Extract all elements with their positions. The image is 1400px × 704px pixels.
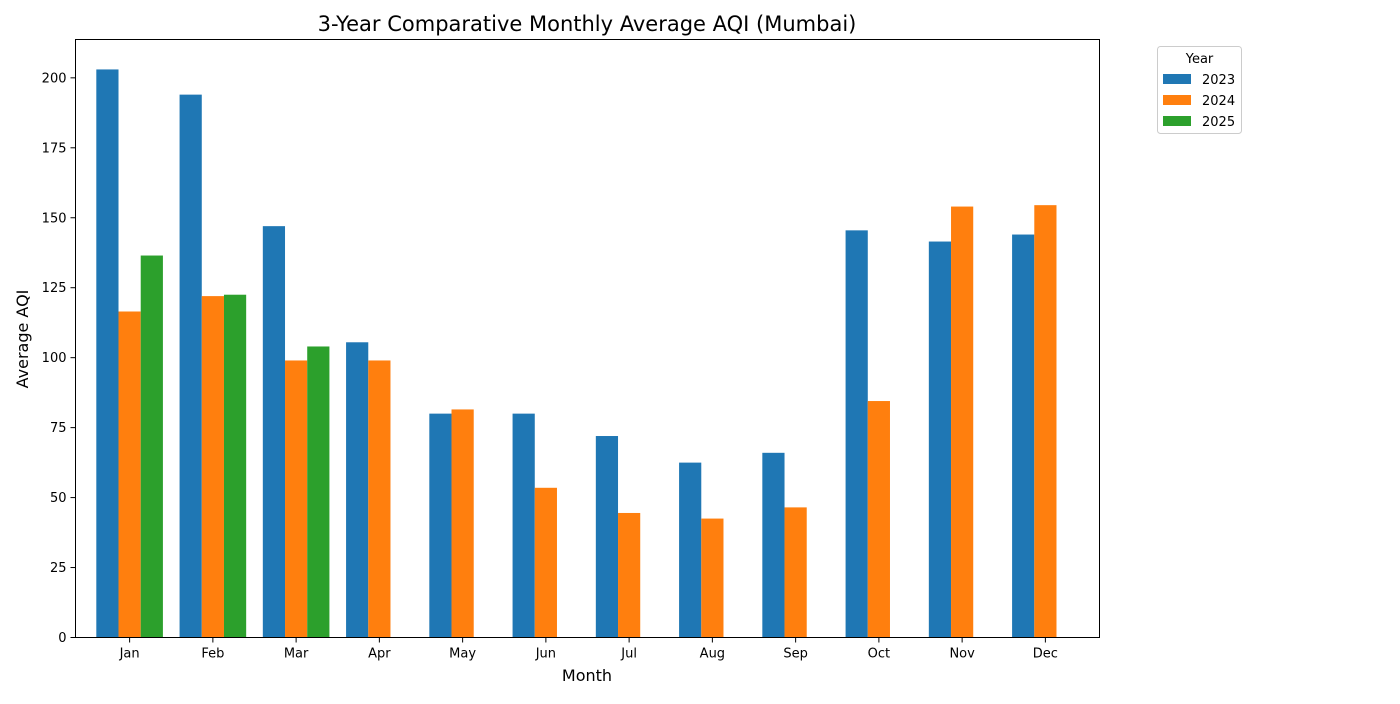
legend-swatch-2024 bbox=[1163, 95, 1191, 105]
bar-2024-mar bbox=[285, 360, 308, 638]
bar-2023-apr bbox=[346, 342, 369, 638]
x-axis-label: Month bbox=[562, 666, 612, 685]
bar-2023-jun bbox=[512, 413, 535, 638]
legend: Year 2023 2024 2025 bbox=[1157, 46, 1242, 134]
bars-group bbox=[96, 69, 1057, 638]
y-tick-label: 100 bbox=[42, 351, 67, 366]
y-tick-label: 200 bbox=[42, 71, 67, 86]
x-tick-label: Jun bbox=[535, 647, 556, 662]
legend-swatch-2023 bbox=[1163, 74, 1191, 84]
bar-2023-nov bbox=[928, 241, 952, 638]
bar-2025-mar bbox=[307, 346, 330, 638]
x-tick-label: Oct bbox=[868, 647, 890, 662]
bar-2023-feb bbox=[179, 94, 202, 638]
bar-2023-mar bbox=[262, 226, 286, 638]
bar-2024-dec bbox=[1034, 205, 1057, 638]
bar-2024-nov bbox=[951, 206, 974, 638]
y-tick-label: 125 bbox=[42, 281, 67, 296]
y-tick-label: 50 bbox=[50, 491, 67, 506]
bar-2025-jan bbox=[140, 255, 163, 638]
plot-frame bbox=[75, 39, 1100, 638]
bar-2023-sep bbox=[762, 452, 785, 638]
legend-entries: 2023 2024 2025 bbox=[1163, 73, 1235, 130]
x-tick-label: Feb bbox=[201, 647, 224, 662]
legend-label-2025: 2025 bbox=[1202, 115, 1235, 130]
x-tick-label: Nov bbox=[949, 647, 975, 662]
x-tick-label: Apr bbox=[368, 647, 391, 662]
x-tick-label: Dec bbox=[1033, 647, 1058, 662]
y-tick-label: 175 bbox=[42, 141, 67, 156]
bar-2024-jun bbox=[534, 487, 557, 638]
x-axis: Jan Feb Mar Apr May Jun Jul Aug Sep Oct Nov Dec bbox=[119, 637, 1058, 662]
bar-2024-jan bbox=[118, 311, 141, 638]
bar-2025-feb bbox=[223, 294, 247, 638]
bar-2024-sep bbox=[784, 507, 807, 638]
x-tick-label: Sep bbox=[783, 647, 808, 662]
bar-2023-may bbox=[429, 413, 452, 638]
bar-2024-oct bbox=[867, 401, 890, 638]
bar-2023-aug bbox=[679, 462, 702, 638]
chart-title: 3-Year Comparative Monthly Average AQI (… bbox=[318, 12, 857, 36]
y-tick-label: 75 bbox=[50, 421, 67, 436]
bar-2024-feb bbox=[201, 296, 224, 638]
legend-label-2023: 2023 bbox=[1202, 73, 1235, 88]
legend-title: Year bbox=[1185, 52, 1214, 67]
x-tick-label: Aug bbox=[700, 647, 725, 662]
legend-frame bbox=[1157, 46, 1242, 134]
bar-2023-jul bbox=[595, 436, 619, 638]
y-tick-label: 25 bbox=[50, 561, 67, 576]
legend-swatch-2025 bbox=[1163, 116, 1191, 126]
bar-2023-oct bbox=[845, 230, 868, 638]
bar-2024-aug bbox=[701, 518, 724, 638]
y-tick-label: 0 bbox=[58, 631, 66, 646]
x-tick-label: May bbox=[449, 647, 476, 662]
bar-2023-jan bbox=[96, 69, 119, 638]
bar-2023-dec bbox=[1012, 234, 1035, 638]
bar-2024-jul bbox=[618, 512, 641, 638]
y-axis-label: Average AQI bbox=[13, 290, 32, 389]
x-tick-label: Mar bbox=[284, 647, 309, 662]
y-axis: 0 25 50 75 100 125 150 175 200 bbox=[42, 71, 76, 646]
y-tick-label: 150 bbox=[42, 211, 67, 226]
x-tick-label: Jul bbox=[620, 647, 637, 662]
bar-2024-apr bbox=[368, 360, 391, 638]
bar-2024-may bbox=[451, 409, 474, 638]
legend-label-2024: 2024 bbox=[1202, 94, 1235, 109]
x-tick-label: Jan bbox=[119, 647, 140, 662]
